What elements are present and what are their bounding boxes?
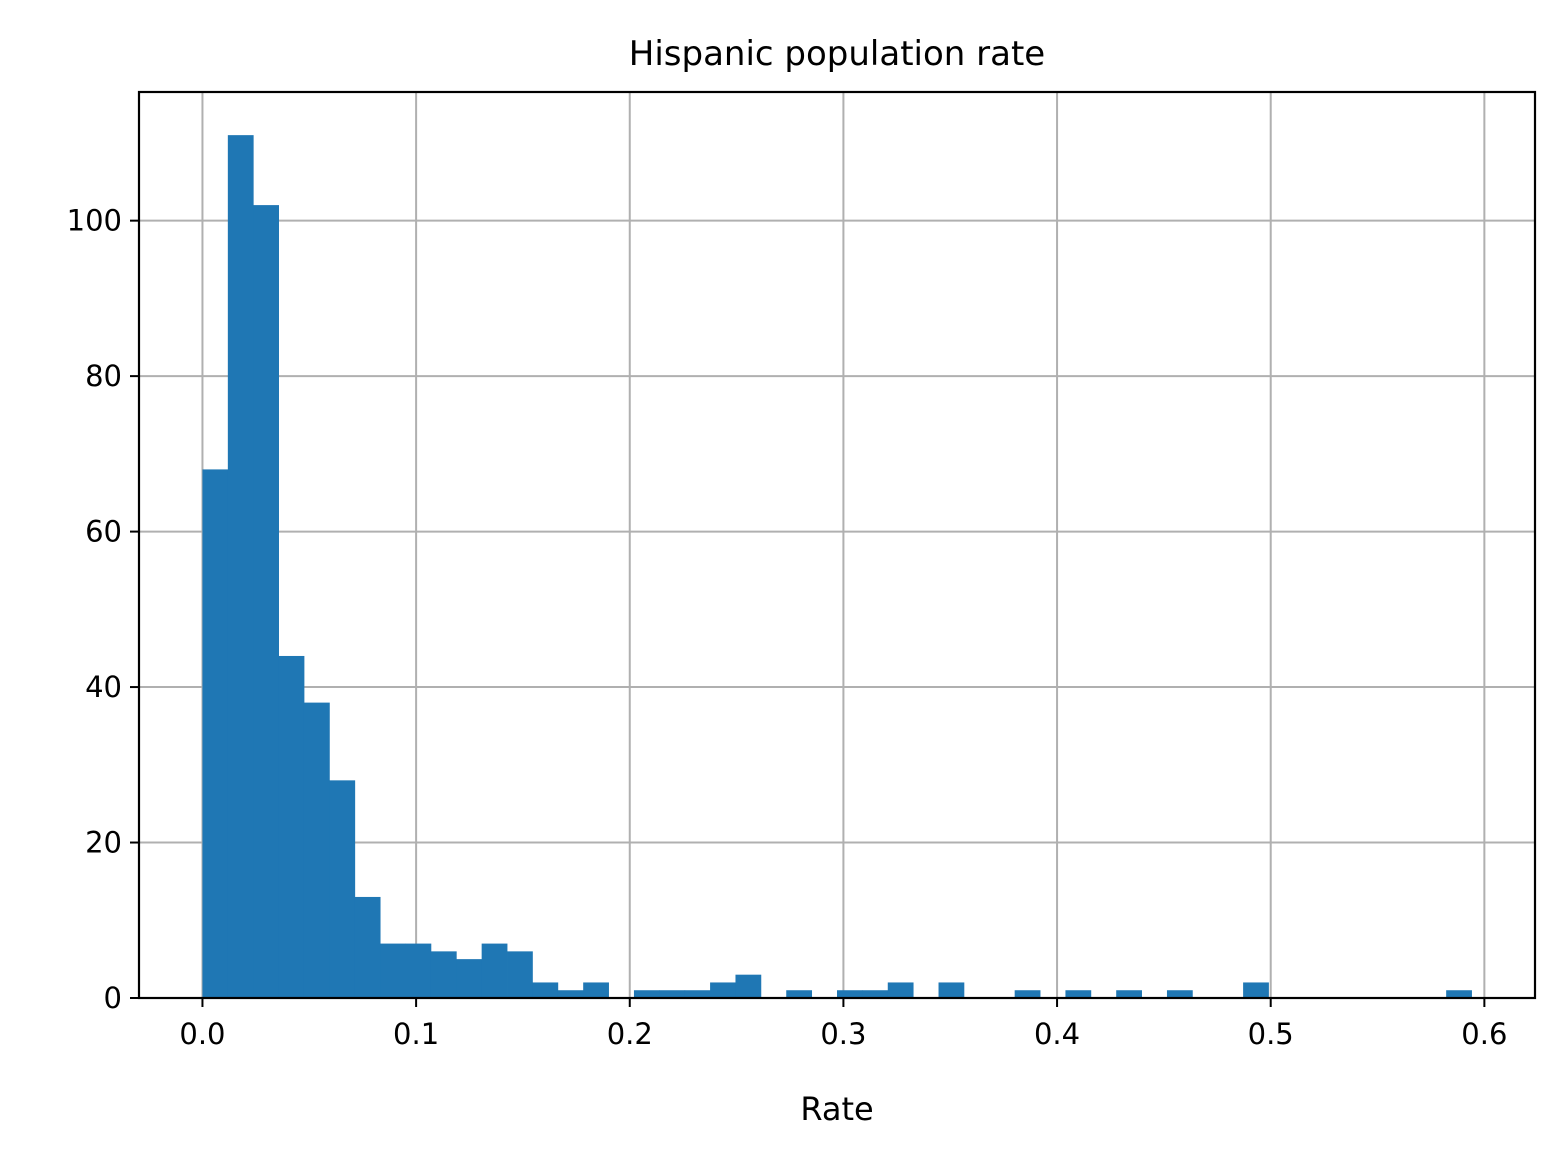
histogram-bar bbox=[1065, 990, 1092, 998]
plot-area bbox=[139, 92, 1535, 998]
histogram-bar bbox=[405, 943, 432, 998]
x-axis-ticks: 0.0 0.1 0.2 0.3 0.4 0.5 0.6 bbox=[179, 998, 1507, 1051]
histogram-bar bbox=[532, 982, 559, 998]
histogram-bar bbox=[557, 990, 584, 998]
y-axis-ticks: 0 20 40 60 80 100 bbox=[67, 204, 139, 1015]
chart-title: Hispanic population rate bbox=[629, 34, 1045, 74]
x-tick-label: 0.4 bbox=[1034, 1017, 1080, 1051]
histogram-bar bbox=[507, 951, 533, 998]
histogram-bar bbox=[938, 982, 965, 998]
x-tick-label: 0.6 bbox=[1461, 1017, 1507, 1051]
histogram-bar bbox=[456, 959, 483, 998]
histogram-bar bbox=[887, 982, 914, 998]
histogram-bar bbox=[684, 990, 711, 998]
histogram-bar bbox=[837, 990, 863, 998]
histogram-bar bbox=[380, 943, 406, 998]
histogram-bar bbox=[1116, 990, 1142, 998]
histogram-bar bbox=[1446, 990, 1472, 998]
histogram-bar bbox=[202, 469, 229, 998]
histogram-bar bbox=[1166, 990, 1193, 998]
histogram-bar bbox=[659, 990, 686, 998]
histogram-bar bbox=[303, 702, 330, 998]
histogram-bar bbox=[1243, 982, 1269, 998]
histogram-bar bbox=[430, 951, 457, 998]
x-tick-label: 0.2 bbox=[607, 1017, 653, 1051]
histogram-bar bbox=[862, 990, 889, 998]
y-tick-label: 80 bbox=[85, 359, 122, 393]
x-tick-label: 0.3 bbox=[820, 1017, 866, 1051]
y-tick-label: 0 bbox=[104, 981, 122, 1015]
histogram-bar bbox=[735, 974, 762, 998]
histogram-bar bbox=[227, 135, 254, 999]
y-tick-label: 20 bbox=[85, 826, 122, 860]
histogram-bar bbox=[633, 990, 660, 998]
x-axis-label: Rate bbox=[800, 1090, 873, 1128]
histogram-bar bbox=[786, 990, 813, 998]
plot-frame bbox=[137, 90, 1537, 1000]
y-tick-label: 60 bbox=[85, 515, 122, 549]
x-tick-label: 0.1 bbox=[393, 1017, 439, 1051]
x-tick-label: 0.5 bbox=[1248, 1017, 1294, 1051]
histogram-bar bbox=[1014, 990, 1041, 998]
x-tick-label: 0.0 bbox=[179, 1017, 225, 1051]
histogram-bar bbox=[329, 780, 356, 998]
histogram-bars bbox=[202, 135, 1472, 999]
y-tick-label: 100 bbox=[67, 204, 122, 238]
y-tick-label: 40 bbox=[85, 670, 122, 704]
histogram-bar bbox=[253, 205, 279, 998]
histogram-bar bbox=[583, 982, 609, 998]
histogram-bar bbox=[354, 896, 381, 998]
histogram-bar bbox=[278, 655, 305, 998]
histogram-bar bbox=[710, 982, 736, 998]
histogram-bar bbox=[481, 943, 508, 998]
